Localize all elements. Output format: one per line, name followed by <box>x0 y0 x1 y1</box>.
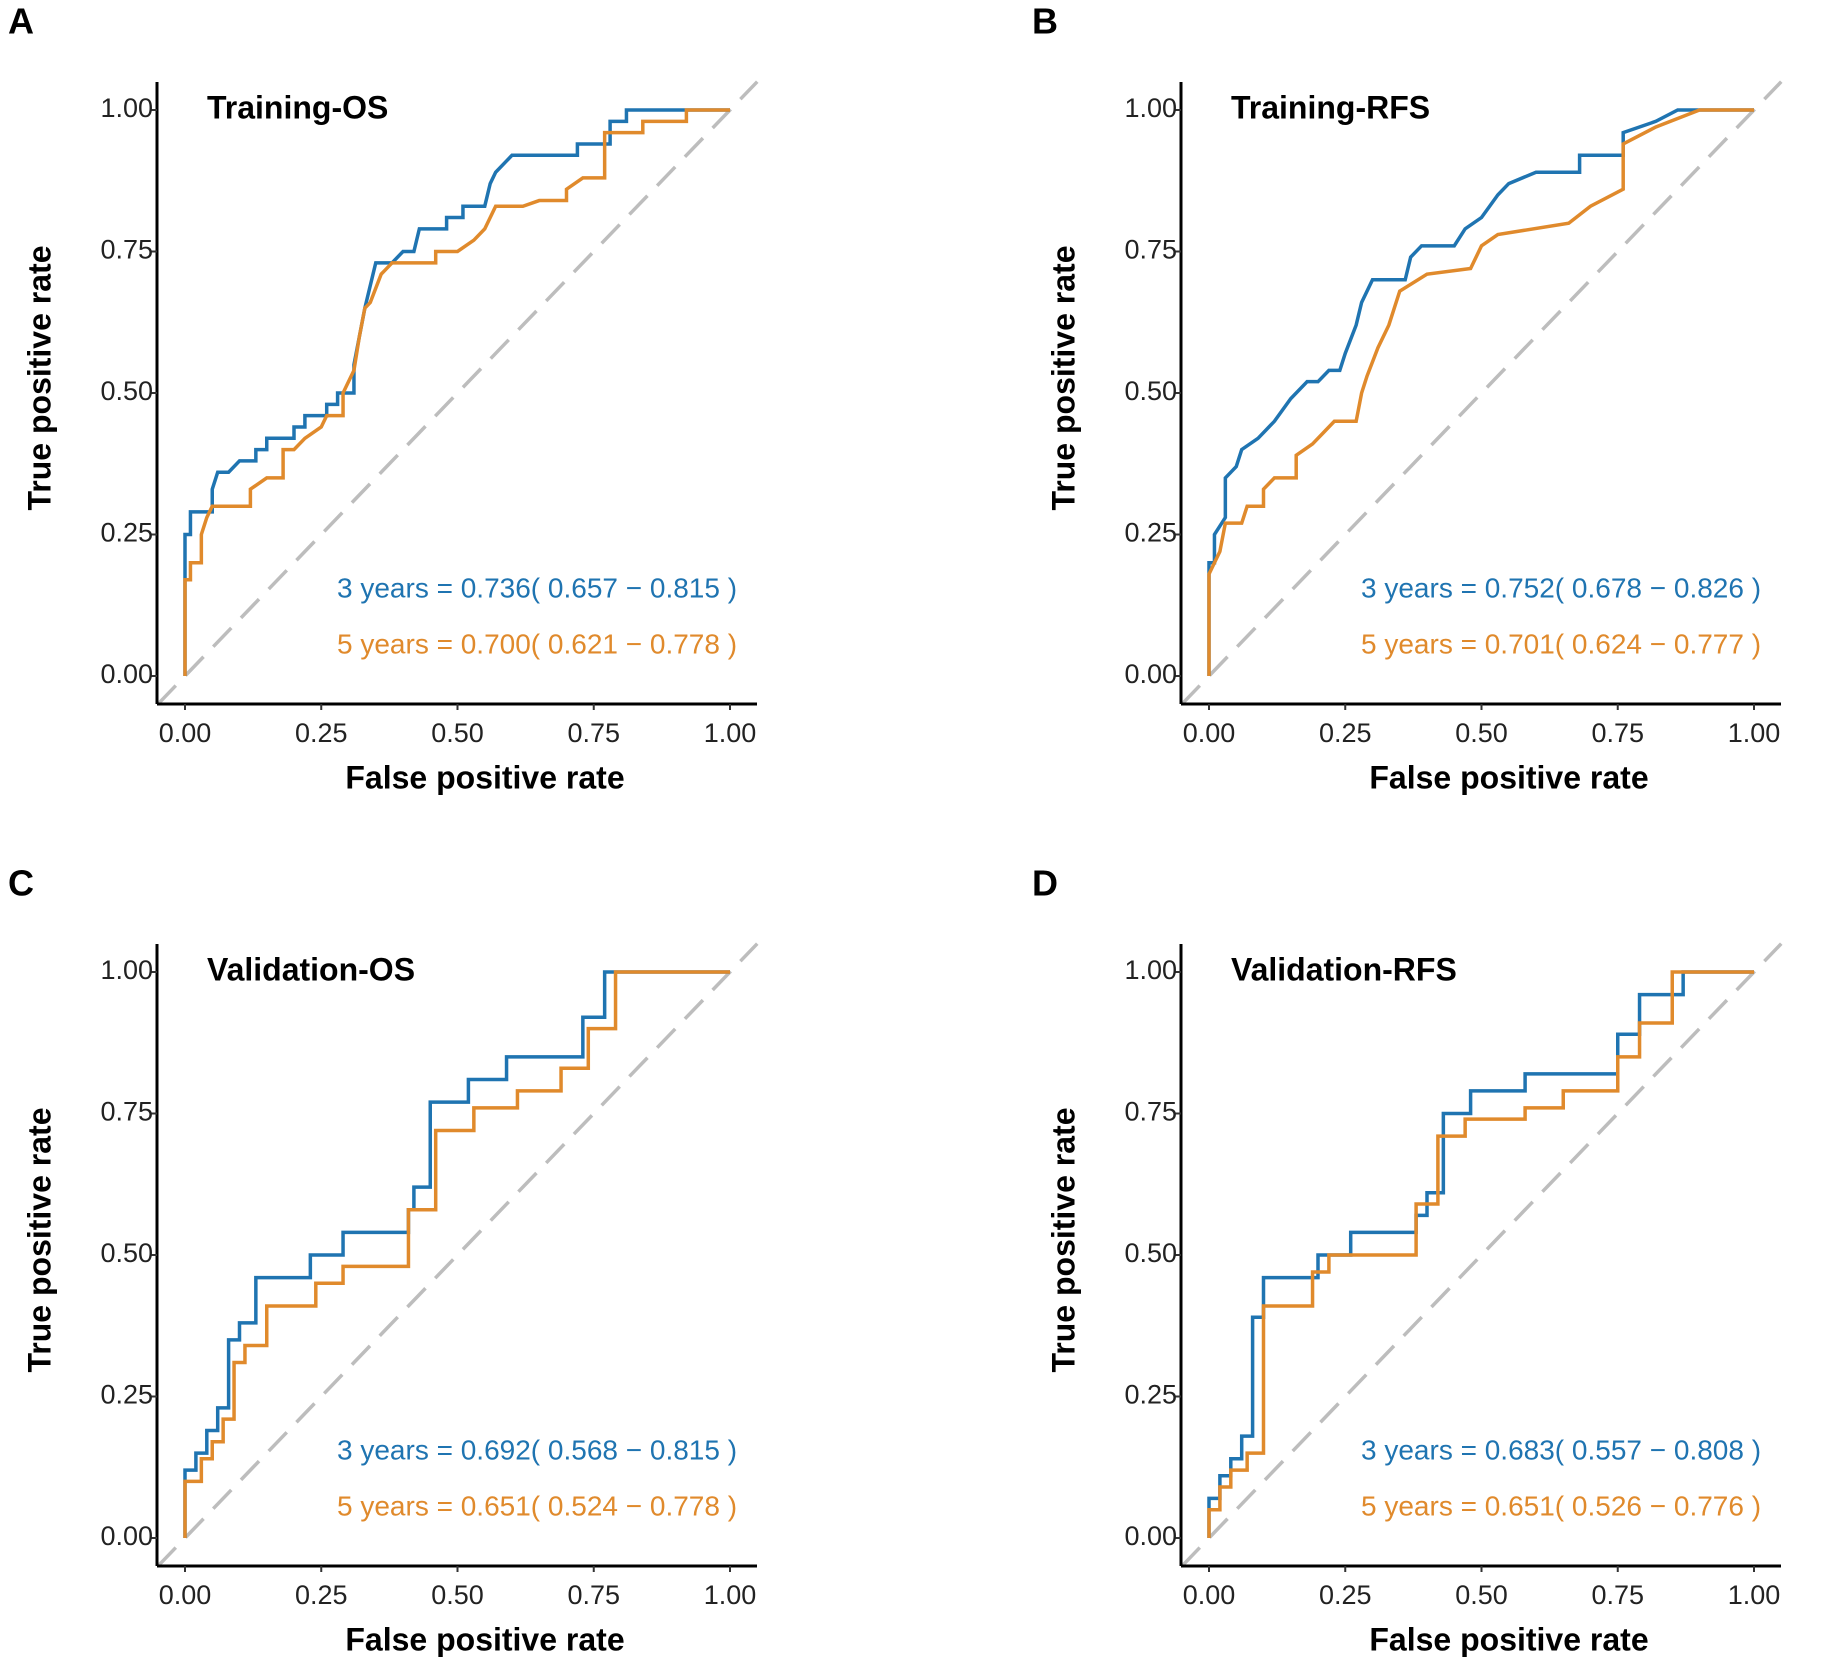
x-tick-label: 0.50 <box>1455 1580 1508 1610</box>
roc-curve <box>1207 108 1754 676</box>
x-tick-label: 0.50 <box>431 718 484 748</box>
panel: D Validation-RFS False positive rate True p… <box>1032 863 1783 1657</box>
panel: A Training-OS False positive rate True posi… <box>8 1 759 795</box>
y-axis-label: True positive rate <box>21 1108 57 1373</box>
legend-entry: 3 years = 0.736( 0.657 − 0.815 ) <box>337 572 737 603</box>
y-tick-label: 0.00 <box>1124 659 1177 689</box>
y-tick-label: 0.50 <box>100 376 153 406</box>
x-tick-label: 1.00 <box>1728 718 1781 748</box>
y-tick-label: 0.00 <box>100 1521 153 1551</box>
legend-entry: 5 years = 0.651( 0.524 − 0.778 ) <box>337 1490 737 1521</box>
legend-entry: 3 years = 0.692( 0.568 − 0.815 ) <box>337 1434 737 1465</box>
y-tick-label: 0.50 <box>1124 376 1177 406</box>
y-axis-label: True positive rate <box>21 246 57 511</box>
legend-entry: 5 years = 0.701( 0.624 − 0.777 ) <box>1361 628 1761 659</box>
panel: B Training-RFS False positive rate True pos… <box>1032 1 1783 795</box>
y-axis-label: True positive rate <box>1045 1108 1081 1373</box>
roc-curve <box>183 970 730 1538</box>
panel-title: Training-RFS <box>1231 89 1430 125</box>
reference-diagonal <box>1180 942 1783 1568</box>
roc-curve <box>1207 970 1754 1538</box>
legend-entry: 3 years = 0.752( 0.678 − 0.826 ) <box>1361 572 1761 603</box>
x-tick-label: 1.00 <box>704 1580 757 1610</box>
x-tick-label: 0.75 <box>567 1580 620 1610</box>
y-tick-label: 0.00 <box>1124 1521 1177 1551</box>
x-tick-label: 0.25 <box>295 718 348 748</box>
y-tick-label: 0.25 <box>1124 1380 1177 1410</box>
x-tick-label: 0.25 <box>295 1580 348 1610</box>
x-tick-label: 0.00 <box>1183 718 1236 748</box>
panel: C Validation-OS False positive rate True po… <box>8 863 759 1657</box>
x-tick-label: 0.25 <box>1319 718 1372 748</box>
x-tick-label: 0.00 <box>159 1580 212 1610</box>
legend-entry: 3 years = 0.683( 0.557 − 0.808 ) <box>1361 1434 1761 1465</box>
panel-title: Validation-OS <box>207 951 415 987</box>
x-axis-label: False positive rate <box>345 1621 624 1657</box>
y-tick-label: 0.50 <box>100 1238 153 1268</box>
x-axis-label: False positive rate <box>1369 1621 1648 1657</box>
y-axis-label: True positive rate <box>1045 246 1081 511</box>
x-tick-label: 0.75 <box>1591 718 1644 748</box>
y-tick-label: 1.00 <box>1124 93 1177 123</box>
y-tick-label: 0.75 <box>1124 1097 1177 1127</box>
x-axis-label: False positive rate <box>345 759 624 795</box>
roc-curve <box>183 108 730 676</box>
y-tick-label: 0.75 <box>100 1097 153 1127</box>
y-tick-label: 1.00 <box>100 955 153 985</box>
x-tick-label: 1.00 <box>1728 1580 1781 1610</box>
x-tick-label: 1.00 <box>704 718 757 748</box>
y-tick-label: 0.75 <box>100 235 153 265</box>
y-tick-label: 0.50 <box>1124 1238 1177 1268</box>
x-tick-label: 0.75 <box>567 718 620 748</box>
panel-title: Validation-RFS <box>1231 951 1457 987</box>
x-tick-label: 0.00 <box>159 718 212 748</box>
legend-entry: 5 years = 0.651( 0.526 − 0.776 ) <box>1361 1490 1761 1521</box>
x-tick-label: 0.00 <box>1183 1580 1236 1610</box>
x-tick-label: 0.25 <box>1319 1580 1372 1610</box>
x-tick-label: 0.50 <box>431 1580 484 1610</box>
y-tick-label: 1.00 <box>1124 955 1177 985</box>
reference-diagonal <box>1180 80 1783 706</box>
legend-entry: 5 years = 0.700( 0.621 − 0.778 ) <box>337 628 737 659</box>
y-tick-label: 0.00 <box>100 659 153 689</box>
panel-label: A <box>8 1 34 42</box>
panel-label: D <box>1032 863 1058 904</box>
y-tick-label: 0.25 <box>1124 518 1177 548</box>
y-tick-label: 0.25 <box>100 1380 153 1410</box>
x-tick-label: 0.50 <box>1455 718 1508 748</box>
y-tick-label: 0.25 <box>100 518 153 548</box>
roc-curve <box>1207 108 1754 676</box>
reference-diagonal <box>156 942 759 1568</box>
x-tick-label: 0.75 <box>1591 1580 1644 1610</box>
panel-label: C <box>8 863 34 904</box>
roc-curve <box>183 970 730 1538</box>
y-tick-label: 0.75 <box>1124 235 1177 265</box>
x-axis-label: False positive rate <box>1369 759 1648 795</box>
panel-title: Training-OS <box>207 89 388 125</box>
reference-diagonal <box>156 80 759 706</box>
y-tick-label: 1.00 <box>100 93 153 123</box>
panel-label: B <box>1032 1 1058 42</box>
